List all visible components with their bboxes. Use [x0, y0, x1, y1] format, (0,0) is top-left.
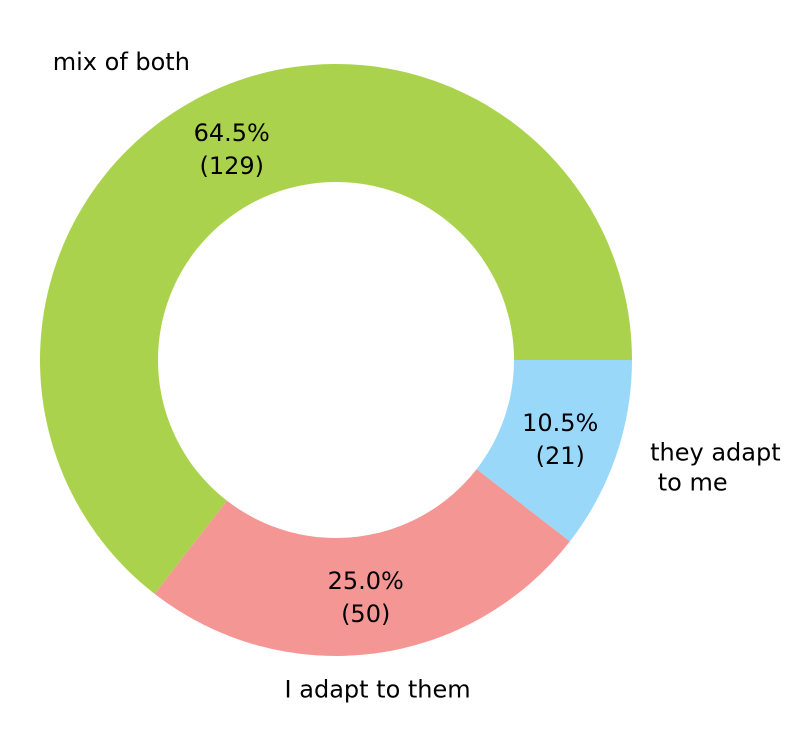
labels-group: 64.5% (129) mix of both 25.0% (50) I adapt to… [53, 48, 781, 704]
percent-label: 10.5% [522, 409, 598, 437]
category-label-line: I adapt to them [285, 675, 471, 703]
count-label: (129) [199, 152, 264, 180]
slice-they-adapt-to-me [476, 360, 632, 542]
percent-label: 25.0% [328, 567, 404, 595]
slices-group [39, 64, 633, 656]
count-label: (21) [536, 442, 585, 470]
category-label-they-adapt-to-me: they adapt to me [650, 439, 781, 497]
category-label-mix-of-both: mix of both [53, 48, 190, 76]
percent-label: 64.5% [194, 119, 270, 147]
slice-i-adapt-to-them [154, 469, 570, 656]
category-label-i-adapt-to-them: I adapt to them [285, 675, 471, 703]
category-label-line: mix of both [53, 48, 190, 76]
category-label-line: to me [650, 469, 728, 497]
slice-mix-of-both [39, 64, 633, 594]
count-label: (50) [341, 600, 390, 628]
category-label-line: they adapt [650, 439, 781, 467]
